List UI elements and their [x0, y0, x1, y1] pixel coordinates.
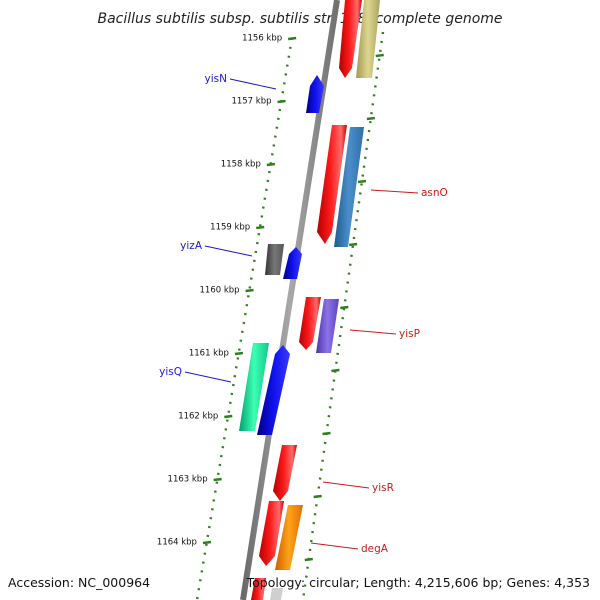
yisR-label[interactable]: yisR — [372, 482, 394, 494]
asnO-red-arrow — [317, 125, 347, 244]
kbp-tick-label: 1161 kbp — [189, 349, 229, 359]
yizA-label[interactable]: yizA — [180, 240, 203, 252]
feature-block — [251, 578, 266, 600]
kbp-tick-label: 1162 kbp — [178, 412, 218, 422]
yizA-callout-line — [204, 245, 253, 257]
outer-tick-track — [301, 31, 385, 600]
asnO-block — [334, 127, 364, 247]
yizA-arrow — [283, 247, 302, 279]
yisQ-callout-line — [184, 371, 232, 383]
outer-tick-mark — [340, 305, 349, 310]
degA-red-arrow — [259, 501, 284, 566]
yisP-block — [316, 299, 339, 353]
kbp-tick-label: 1156 kbp — [242, 34, 282, 44]
kbp-tick-mark — [213, 477, 222, 482]
kbp-tick-label: 1159 kbp — [210, 223, 250, 233]
kbp-tick-label: 1160 kbp — [200, 286, 240, 296]
degA-label[interactable]: degA — [361, 543, 389, 555]
outer-tick-mark — [357, 179, 367, 184]
yisR-callout-line — [322, 481, 370, 489]
kbp-ticks: 1156 kbp 1157 kbp 1158 kbp 1159 kbp 1160 kbp… — [157, 34, 384, 562]
topology-text: Topology: circular; Length: 4,215,606 bp… — [246, 575, 590, 590]
kbp-tick-mark — [256, 225, 265, 230]
kbp-tick-mark — [266, 162, 276, 167]
feature-blocks — [239, 0, 380, 600]
accession-text: Accession: NC_000964 — [8, 575, 150, 590]
outer-tick-mark — [304, 557, 313, 562]
feature-block — [356, 0, 380, 78]
yisN-callout-line — [229, 78, 277, 90]
yisQ-teal-block — [239, 343, 269, 431]
kbp-tick-mark — [234, 351, 244, 356]
yizA-gray-block — [265, 244, 284, 275]
yisP-label[interactable]: yisP — [399, 328, 420, 340]
kbp-tick-label: 1163 kbp — [168, 475, 208, 485]
yisN-arrow — [306, 75, 324, 113]
kbp-tick-mark — [277, 99, 286, 104]
outer-tick-mark — [313, 494, 322, 499]
kbp-tick-mark — [245, 288, 254, 293]
degA-callout-line — [310, 542, 359, 550]
map-title: Bacillus subtilis subsp. subtilis str. 1… — [97, 11, 502, 27]
yisQ-arrow — [257, 345, 290, 435]
kbp-tick-label: 1157 kbp — [231, 97, 271, 107]
asnO-callout-line — [370, 189, 419, 194]
kbp-tick-label: 1164 kbp — [157, 538, 197, 548]
outer-tick-mark — [375, 53, 384, 58]
kbp-tick-mark — [288, 36, 297, 41]
kbp-tick-mark — [202, 540, 212, 545]
outer-tick-mark — [366, 116, 376, 121]
degA-block — [275, 505, 303, 570]
feature-arrow — [339, 0, 362, 78]
gene-callouts: yisN yizA yisQ asnO yisP yisR degA — [159, 73, 448, 555]
yisP-callout-line — [349, 329, 397, 335]
yisP-red-arrow — [299, 297, 321, 350]
yisQ-label[interactable]: yisQ — [159, 366, 182, 378]
feature-block — [270, 588, 283, 600]
kbp-tick-mark — [224, 414, 233, 419]
yisN-label[interactable]: yisN — [205, 73, 227, 85]
asnO-label[interactable]: asnO — [421, 187, 448, 199]
outer-tick-mark — [348, 242, 358, 247]
yisR-arrow — [273, 445, 297, 501]
kbp-tick-label: 1158 kbp — [221, 160, 261, 170]
outer-tick-mark — [322, 431, 331, 436]
outer-tick-mark — [331, 368, 340, 373]
